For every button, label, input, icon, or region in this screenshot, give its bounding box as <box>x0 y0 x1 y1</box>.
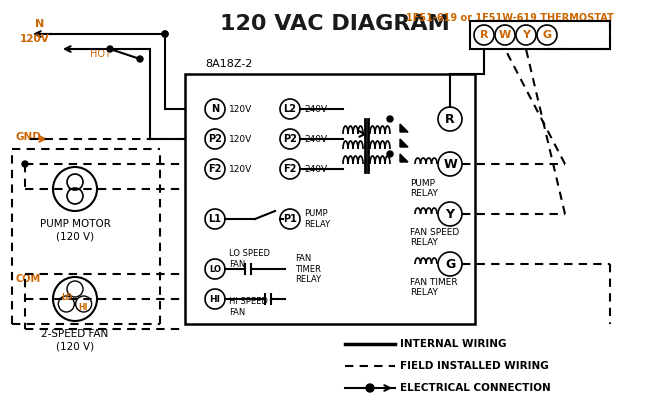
Text: F2: F2 <box>283 164 297 174</box>
Text: 240V: 240V <box>304 165 327 173</box>
Text: F2: F2 <box>208 164 222 174</box>
Text: PUMP MOTOR
(120 V): PUMP MOTOR (120 V) <box>40 219 111 241</box>
Text: 120V: 120V <box>20 34 50 44</box>
Text: 8A18Z-2: 8A18Z-2 <box>205 59 253 69</box>
Text: 120 VAC DIAGRAM: 120 VAC DIAGRAM <box>220 14 450 34</box>
Text: INTERNAL WIRING: INTERNAL WIRING <box>400 339 507 349</box>
Text: LO: LO <box>62 292 72 302</box>
Text: Y: Y <box>446 207 454 220</box>
Text: FAN SPEED
RELAY: FAN SPEED RELAY <box>410 228 459 247</box>
Text: 120V: 120V <box>229 165 252 173</box>
Text: 1F51-619 or 1F51W-619 THERMOSTAT: 1F51-619 or 1F51W-619 THERMOSTAT <box>406 13 614 23</box>
Circle shape <box>22 161 28 167</box>
Text: L2: L2 <box>283 104 297 114</box>
Bar <box>470 21 610 49</box>
Text: HI: HI <box>78 303 88 311</box>
Text: L1: L1 <box>208 214 222 224</box>
Text: 120V: 120V <box>229 134 252 143</box>
Text: G: G <box>445 258 455 271</box>
Text: HI SPEED
FAN: HI SPEED FAN <box>229 297 268 317</box>
Text: W: W <box>499 30 511 40</box>
Text: HI: HI <box>210 295 220 303</box>
Circle shape <box>387 116 393 122</box>
Text: HOT: HOT <box>90 49 111 59</box>
Text: R: R <box>480 30 488 40</box>
Text: 240V: 240V <box>304 104 327 114</box>
Circle shape <box>162 31 168 37</box>
Text: FAN TIMER
RELAY: FAN TIMER RELAY <box>410 278 458 297</box>
Text: PUMP
RELAY: PUMP RELAY <box>304 210 330 229</box>
Circle shape <box>137 56 143 62</box>
Text: P2: P2 <box>208 134 222 144</box>
Text: P2: P2 <box>283 134 297 144</box>
Text: 2-SPEED FAN
(120 V): 2-SPEED FAN (120 V) <box>42 329 109 352</box>
Circle shape <box>107 46 113 52</box>
Text: LO SPEED
FAN: LO SPEED FAN <box>229 249 270 269</box>
Text: FIELD INSTALLED WIRING: FIELD INSTALLED WIRING <box>400 361 549 371</box>
Text: GND: GND <box>15 132 41 142</box>
Text: ELECTRICAL CONNECTION: ELECTRICAL CONNECTION <box>400 383 551 393</box>
Text: P1: P1 <box>283 214 297 224</box>
Text: N: N <box>211 104 219 114</box>
Circle shape <box>366 384 374 392</box>
Text: W: W <box>443 158 457 171</box>
Polygon shape <box>400 124 408 132</box>
Text: R: R <box>445 112 455 126</box>
Text: 120V: 120V <box>229 104 252 114</box>
Circle shape <box>387 151 393 157</box>
Polygon shape <box>400 154 408 162</box>
Text: PUMP
RELAY: PUMP RELAY <box>410 179 438 199</box>
Text: Y: Y <box>522 30 530 40</box>
Text: FAN
TIMER
RELAY: FAN TIMER RELAY <box>295 254 321 284</box>
Circle shape <box>162 31 168 37</box>
Text: LO: LO <box>209 264 221 274</box>
Text: G: G <box>543 30 551 40</box>
Text: N: N <box>36 19 45 29</box>
Polygon shape <box>400 139 408 147</box>
Bar <box>185 74 475 324</box>
Text: COM: COM <box>15 274 40 284</box>
Text: 240V: 240V <box>304 134 327 143</box>
